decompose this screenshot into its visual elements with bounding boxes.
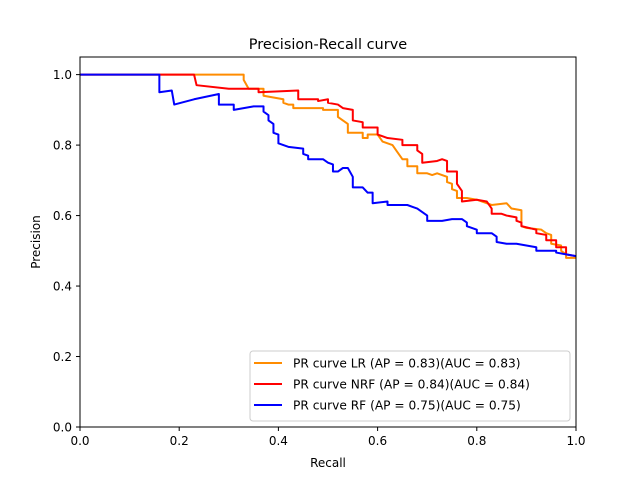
y-tick-label: 1.0 — [53, 68, 72, 82]
y-tick-label: 0.0 — [53, 421, 72, 435]
y-axis-label: Precision — [29, 215, 43, 269]
x-axis-ticks: 0.0 0.2 0.4 0.6 0.8 1.0 — [70, 427, 586, 448]
y-tick-label: 0.6 — [53, 209, 72, 223]
series-line-2 — [80, 73, 576, 258]
legend-label: PR curve NRF (AP = 0.84)(AUC = 0.84) — [293, 378, 530, 392]
series-layer — [80, 73, 576, 259]
legend-box — [249, 350, 571, 422]
x-axis-label: Recall — [310, 456, 346, 470]
plot-frame — [79, 56, 577, 428]
x-tick-label: 0.4 — [269, 434, 288, 448]
y-axis-ticks: 0.0 0.2 0.4 0.6 0.8 1.0 — [53, 68, 80, 435]
y-tick-label: 0.4 — [53, 280, 72, 294]
legend-label: PR curve RF (AP = 0.75)(AUC = 0.75) — [293, 399, 521, 413]
legend-label: PR curve LR (AP = 0.83)(AUC = 0.83) — [293, 357, 521, 371]
x-tick-label: 0.6 — [368, 434, 387, 448]
x-tick-label: 1.0 — [566, 434, 585, 448]
legend: PR curve LR (AP = 0.83)(AUC = 0.83) PR cu… — [249, 350, 571, 422]
x-tick-label: 0.8 — [467, 434, 486, 448]
y-tick-label: 0.8 — [53, 139, 72, 153]
y-tick-label: 0.2 — [53, 350, 72, 364]
x-tick-label: 0.0 — [70, 434, 89, 448]
x-tick-label: 0.2 — [170, 434, 189, 448]
chart-title: Precision-Recall curve — [249, 37, 408, 53]
series-line-1 — [80, 73, 576, 258]
